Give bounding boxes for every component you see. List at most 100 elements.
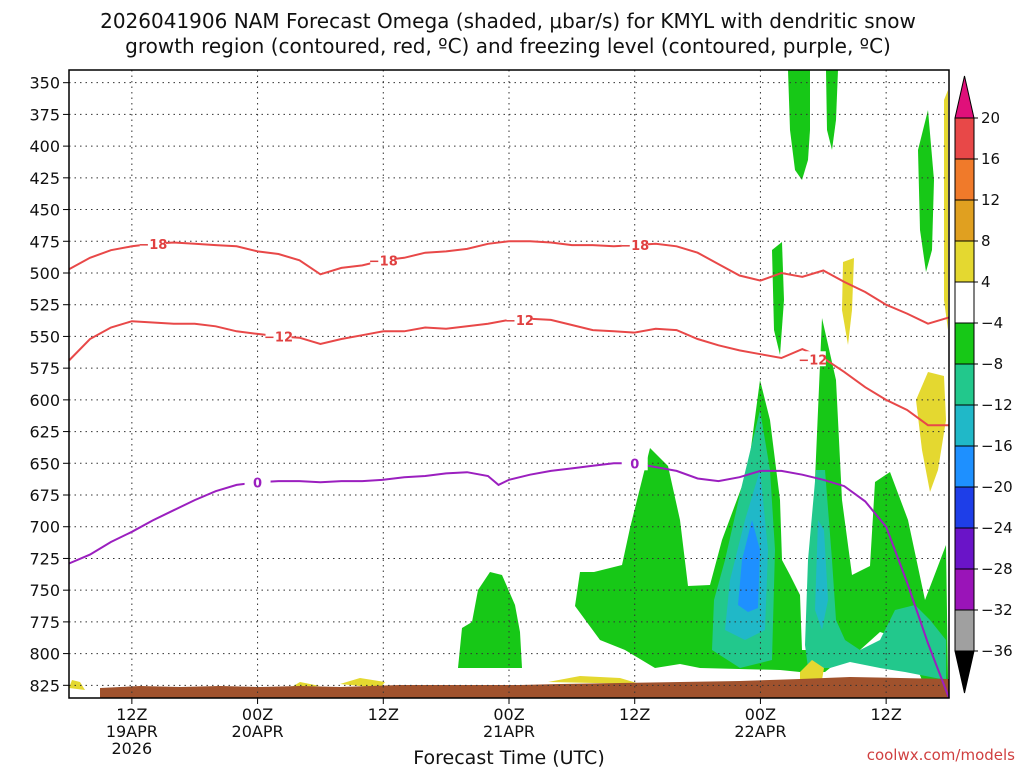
colorbar-bin	[954, 609, 975, 652]
contour-line	[68, 462, 950, 699]
contour-label-bg	[621, 455, 648, 471]
contour-label: −18	[620, 239, 649, 254]
x-tick-label: 22APR	[734, 722, 786, 741]
colorbar-bin	[954, 527, 975, 570]
omega-region-yellow	[69, 676, 640, 690]
y-tick-label: 800	[29, 645, 60, 664]
colorbar-bin	[954, 445, 975, 488]
contour-label-bg	[506, 311, 533, 327]
y-tick-label: 400	[29, 137, 60, 156]
x-tick-label: 19APR	[106, 722, 158, 741]
colorbar-label: 8	[981, 232, 991, 250]
colorbar-label: −8	[981, 355, 1003, 373]
contour-label-bg	[244, 474, 271, 490]
colorbar-bin	[954, 240, 975, 283]
omega-region-green	[918, 110, 934, 272]
y-axis: 350 375 400 425 450 475 500 525 550 575 600 625 650 6…	[29, 74, 69, 695]
x-tick-label: 00Z	[745, 705, 776, 724]
contour-lines: −18 −18 −18 −12 −12 −12 0 0	[68, 235, 950, 699]
omega-region-yellow	[916, 372, 946, 492]
y-tick-label: 725	[29, 549, 60, 568]
contour-label-bg	[370, 252, 397, 268]
colorbar-bin	[954, 117, 975, 160]
y-tick-label: 675	[29, 486, 60, 505]
x-axis-label: Forecast Time (UTC)	[413, 747, 604, 768]
colorbar-label: −36	[981, 642, 1013, 660]
x-tick-label: 20APR	[232, 722, 284, 741]
colorbar-label: 4	[981, 273, 991, 291]
colorbar-bin	[954, 363, 975, 406]
colorbar-bin	[954, 404, 975, 447]
colorbar-label: 20	[981, 109, 1000, 127]
y-tick-label: 425	[29, 169, 60, 188]
y-tick-label: 625	[29, 423, 60, 442]
y-tick-label: 375	[29, 105, 60, 124]
y-tick-label: 750	[29, 581, 60, 600]
colorbar-label: −12	[981, 396, 1013, 414]
colorbar-bin	[954, 199, 975, 242]
colorbar-label: −24	[981, 519, 1013, 537]
omega-shading	[69, 70, 948, 690]
y-tick-label: 650	[29, 454, 60, 473]
y-tick-label: 600	[29, 391, 60, 410]
colorbar-label: 16	[981, 150, 1000, 168]
colorbar-label: −4	[981, 314, 1003, 332]
contour-label: −18	[369, 254, 398, 269]
contour-label-bg	[621, 237, 648, 253]
colorbar-bin	[954, 568, 975, 611]
omega-region-green	[772, 242, 784, 355]
y-tick-label: 350	[29, 74, 60, 93]
colorbar-bin	[954, 158, 975, 201]
colorbar-label: −28	[981, 560, 1013, 578]
x-tick-label: 2026	[111, 739, 152, 758]
x-tick-label: 12Z	[870, 705, 901, 724]
colorbar-bin	[954, 281, 975, 324]
chart-title-line-1: 2026041906 NAM Forecast Omega (shaded, μ…	[100, 9, 916, 33]
omega-region-cyan	[815, 520, 828, 630]
y-tick-label: 575	[29, 359, 60, 378]
colorbar-bin	[954, 322, 975, 365]
credit-text: coolwx.com/models	[867, 746, 1015, 764]
colorbar-label: 12	[981, 191, 1000, 209]
y-tick-label: 700	[29, 518, 60, 537]
contour-label: −18	[138, 238, 167, 253]
colorbar-label: −32	[981, 601, 1013, 619]
y-tick-label: 825	[29, 676, 60, 695]
contour-label: −12	[798, 353, 827, 368]
x-tick-label: 00Z	[242, 705, 273, 724]
contour-line	[68, 240, 950, 325]
omega-region-yellow	[800, 660, 824, 680]
colorbar-label: −20	[981, 478, 1013, 496]
y-tick-label: 500	[29, 264, 60, 283]
y-tick-label: 550	[29, 327, 60, 346]
omega-region-green	[458, 572, 522, 668]
x-tick-label: 12Z	[116, 705, 147, 724]
colorbar: 20 16 12 8 4 −4 −8 −12 −16 −20 −24 −28 −32 −36	[954, 75, 1013, 694]
contour-label-bg	[139, 235, 166, 251]
colorbar-top-arrow	[954, 75, 975, 119]
contour-label-bg	[265, 328, 292, 344]
omega-region-yellow	[842, 258, 854, 345]
omega-region-teal	[805, 470, 946, 680]
contour-label-bg	[799, 351, 826, 367]
contour-label: −12	[505, 314, 534, 329]
x-tick-label: 12Z	[619, 705, 650, 724]
plot-area: −18 −18 −18 −12 −12 −12 0 0	[68, 69, 950, 699]
omega-region-green	[826, 70, 838, 150]
omega-region-blue	[738, 520, 760, 612]
omega-region-yellow	[944, 90, 948, 330]
x-tick-label: 00Z	[493, 705, 524, 724]
chart-title-line-2: growth region (contoured, red, ºC) and f…	[125, 34, 891, 58]
contour-label: 0	[630, 457, 639, 472]
y-tick-label: 525	[29, 296, 60, 315]
contour-label: −12	[264, 330, 293, 345]
terrain-ground	[100, 677, 949, 698]
y-tick-label: 450	[29, 201, 60, 220]
x-tick-label: 21APR	[483, 722, 535, 741]
omega-region-green	[788, 70, 810, 180]
contour-label: 0	[253, 476, 262, 491]
colorbar-bin	[954, 486, 975, 529]
y-tick-label: 475	[29, 232, 60, 251]
y-tick-label: 775	[29, 613, 60, 632]
